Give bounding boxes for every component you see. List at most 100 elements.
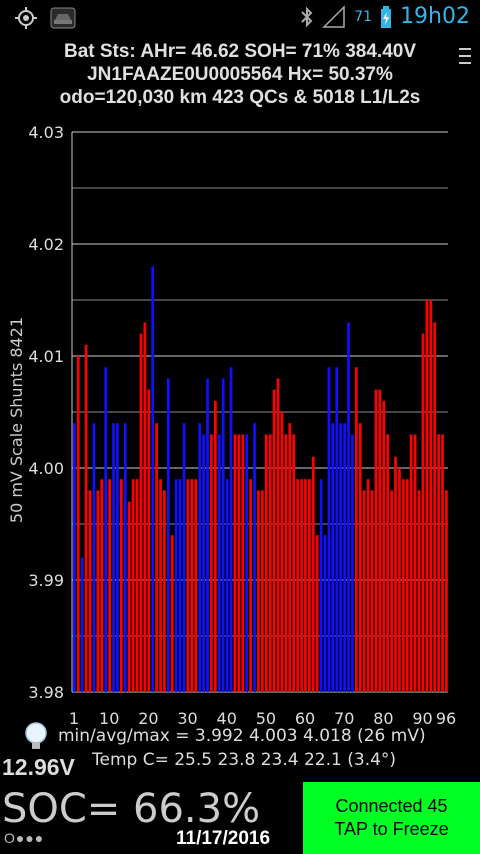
cell-bar-83 xyxy=(394,456,397,692)
cell-bar-40 xyxy=(225,479,229,692)
cell-bar-26 xyxy=(170,535,174,692)
cell-bar-34 xyxy=(202,434,205,692)
cell-bar-27 xyxy=(174,479,178,692)
cell-bar-68 xyxy=(335,367,339,692)
cell-bar-24 xyxy=(163,490,166,692)
x-tick-label: 60 xyxy=(295,709,315,728)
chart-grid xyxy=(71,131,448,693)
cell-bar-91 xyxy=(425,300,429,692)
battery-percent: 71 xyxy=(354,8,373,25)
connect-status-label: Connected 45 xyxy=(335,796,448,816)
battery-status-header: Bat Sts: AHr= 46.62 SOH= 71% 384.40V JN1… xyxy=(0,40,480,109)
y-tick-label: 3.99 xyxy=(28,571,64,590)
cell-bar-95 xyxy=(441,434,444,692)
overflow-menu-icon[interactable] xyxy=(458,46,472,66)
cell-bar-20 xyxy=(147,389,151,692)
x-tick-label: 80 xyxy=(373,709,393,728)
cell-bar-71 xyxy=(347,322,350,692)
cell-bar-48 xyxy=(257,490,260,692)
x-tick-label: 1 xyxy=(69,709,79,728)
cell-bar-75 xyxy=(362,490,366,692)
y-tick-label: 4.01 xyxy=(28,347,64,366)
cell-bar-42 xyxy=(233,434,237,692)
cell-bar-22 xyxy=(155,423,158,692)
cell-bar-67 xyxy=(331,423,335,692)
car-notification-icon xyxy=(50,7,76,29)
cell-bar-86 xyxy=(405,479,409,692)
cell-bar-87 xyxy=(409,434,413,692)
cell-bar-53 xyxy=(276,378,280,692)
x-tick-label: 10 xyxy=(99,709,119,728)
y-tick-label: 4.03 xyxy=(28,123,64,142)
cell-bar-85 xyxy=(402,479,405,692)
cell-bar-23 xyxy=(159,479,162,692)
cell-bar-6 xyxy=(92,423,96,692)
cell-bar-19 xyxy=(143,322,147,692)
cell-bar-94 xyxy=(437,434,440,692)
cell-bar-51 xyxy=(268,434,272,692)
cell-bar-3 xyxy=(80,557,84,692)
cell-bar-37 xyxy=(214,400,217,692)
date-label: 11/17/2016 xyxy=(176,828,271,849)
cell-bar-32 xyxy=(194,479,198,692)
cell-bar-55 xyxy=(284,434,288,692)
cell-bar-76 xyxy=(366,479,370,692)
cell-bar-90 xyxy=(421,333,425,692)
cell-bar-21 xyxy=(151,266,155,692)
y-tick-label: 3.98 xyxy=(28,683,64,702)
cell-bar-18 xyxy=(139,333,143,692)
cell-bar-8 xyxy=(100,479,104,692)
cell-bar-35 xyxy=(206,378,209,692)
cell-bar-16 xyxy=(131,479,135,692)
battery-status-line: Bat Sts: AHr= 46.62 SOH= 71% 384.40V xyxy=(63,41,417,62)
chart-bars xyxy=(73,266,448,692)
battery-charging-icon xyxy=(381,5,392,28)
cell-bar-66 xyxy=(327,367,331,692)
cell-bar-31 xyxy=(190,479,194,692)
cell-bar-63 xyxy=(315,535,319,692)
vin-line: JN1FAAZE0U0005564 Hx= 50.37% xyxy=(87,64,393,85)
x-tick-label: 90 xyxy=(412,709,432,728)
cell-bar-74 xyxy=(358,423,362,692)
cell-bar-36 xyxy=(210,434,213,692)
cell-bar-73 xyxy=(355,367,358,692)
connect-freeze-button[interactable]: Connected 45 TAP to Freeze xyxy=(303,782,480,854)
cell-bar-39 xyxy=(221,378,225,692)
cell-bar-44 xyxy=(241,434,245,692)
signal-icon xyxy=(322,4,345,28)
cell-bar-11 xyxy=(112,423,115,692)
cell-bar-12 xyxy=(116,423,119,692)
page-dots: O●●● xyxy=(4,830,45,846)
cell-bar-69 xyxy=(339,423,343,692)
cell-bar-64 xyxy=(319,479,323,692)
cell-bar-92 xyxy=(429,300,433,692)
x-tick-label: 70 xyxy=(334,709,354,728)
gps-icon xyxy=(15,7,37,29)
cell-bar-7 xyxy=(96,490,100,692)
lightbulb-icon[interactable] xyxy=(24,722,48,752)
y-tick-label: 4.02 xyxy=(28,235,64,254)
cell-voltage-chart[interactable]: 4.03 4.02 4.01 4.00 3.99 3.98 1 10 20 30 40 50 60 70… xyxy=(0,110,480,730)
cell-bar-41 xyxy=(229,367,233,692)
cell-bar-13 xyxy=(120,479,123,692)
cell-bar-80 xyxy=(382,400,386,692)
cell-bar-28 xyxy=(178,479,182,692)
cell-bar-43 xyxy=(237,434,241,692)
cell-bar-47 xyxy=(253,423,256,692)
cell-bar-38 xyxy=(217,434,221,692)
cell-bar-79 xyxy=(378,389,382,692)
cell-bar-33 xyxy=(198,423,202,692)
y-tick-label: 4.00 xyxy=(28,459,64,478)
cell-bar-45 xyxy=(245,434,249,692)
cell-bar-72 xyxy=(351,434,354,692)
cell-bar-84 xyxy=(398,468,401,692)
x-tick-label: 50 xyxy=(256,709,276,728)
clock: 19h02 xyxy=(400,4,470,29)
cell-bar-54 xyxy=(280,412,284,692)
cell-bar-59 xyxy=(300,479,303,692)
cell-bar-46 xyxy=(249,479,252,692)
temperature-line: Temp C= 25.5 23.8 23.4 22.1 (3.4°) xyxy=(92,750,397,770)
cell-bar-61 xyxy=(308,479,311,692)
cell-bar-10 xyxy=(108,479,111,692)
cell-bar-60 xyxy=(304,479,307,692)
